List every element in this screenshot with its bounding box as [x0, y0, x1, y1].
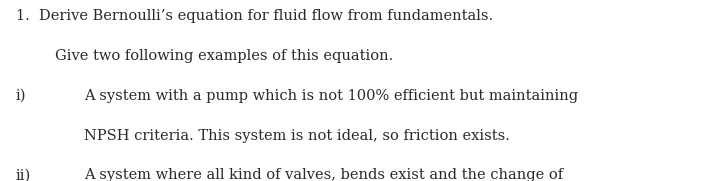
Text: i): i)	[16, 89, 26, 103]
Text: A system where all kind of valves, bends exist and the change of: A system where all kind of valves, bends…	[84, 168, 563, 181]
Text: A system with a pump which is not 100% efficient but maintaining: A system with a pump which is not 100% e…	[84, 89, 578, 103]
Text: 1.  Derive Bernoulli’s equation for fluid flow from fundamentals.: 1. Derive Bernoulli’s equation for fluid…	[16, 9, 493, 23]
Text: ii): ii)	[16, 168, 31, 181]
Text: NPSH criteria. This system is not ideal, so friction exists.: NPSH criteria. This system is not ideal,…	[84, 129, 510, 142]
Text: Give two following examples of this equation.: Give two following examples of this equa…	[55, 49, 393, 63]
